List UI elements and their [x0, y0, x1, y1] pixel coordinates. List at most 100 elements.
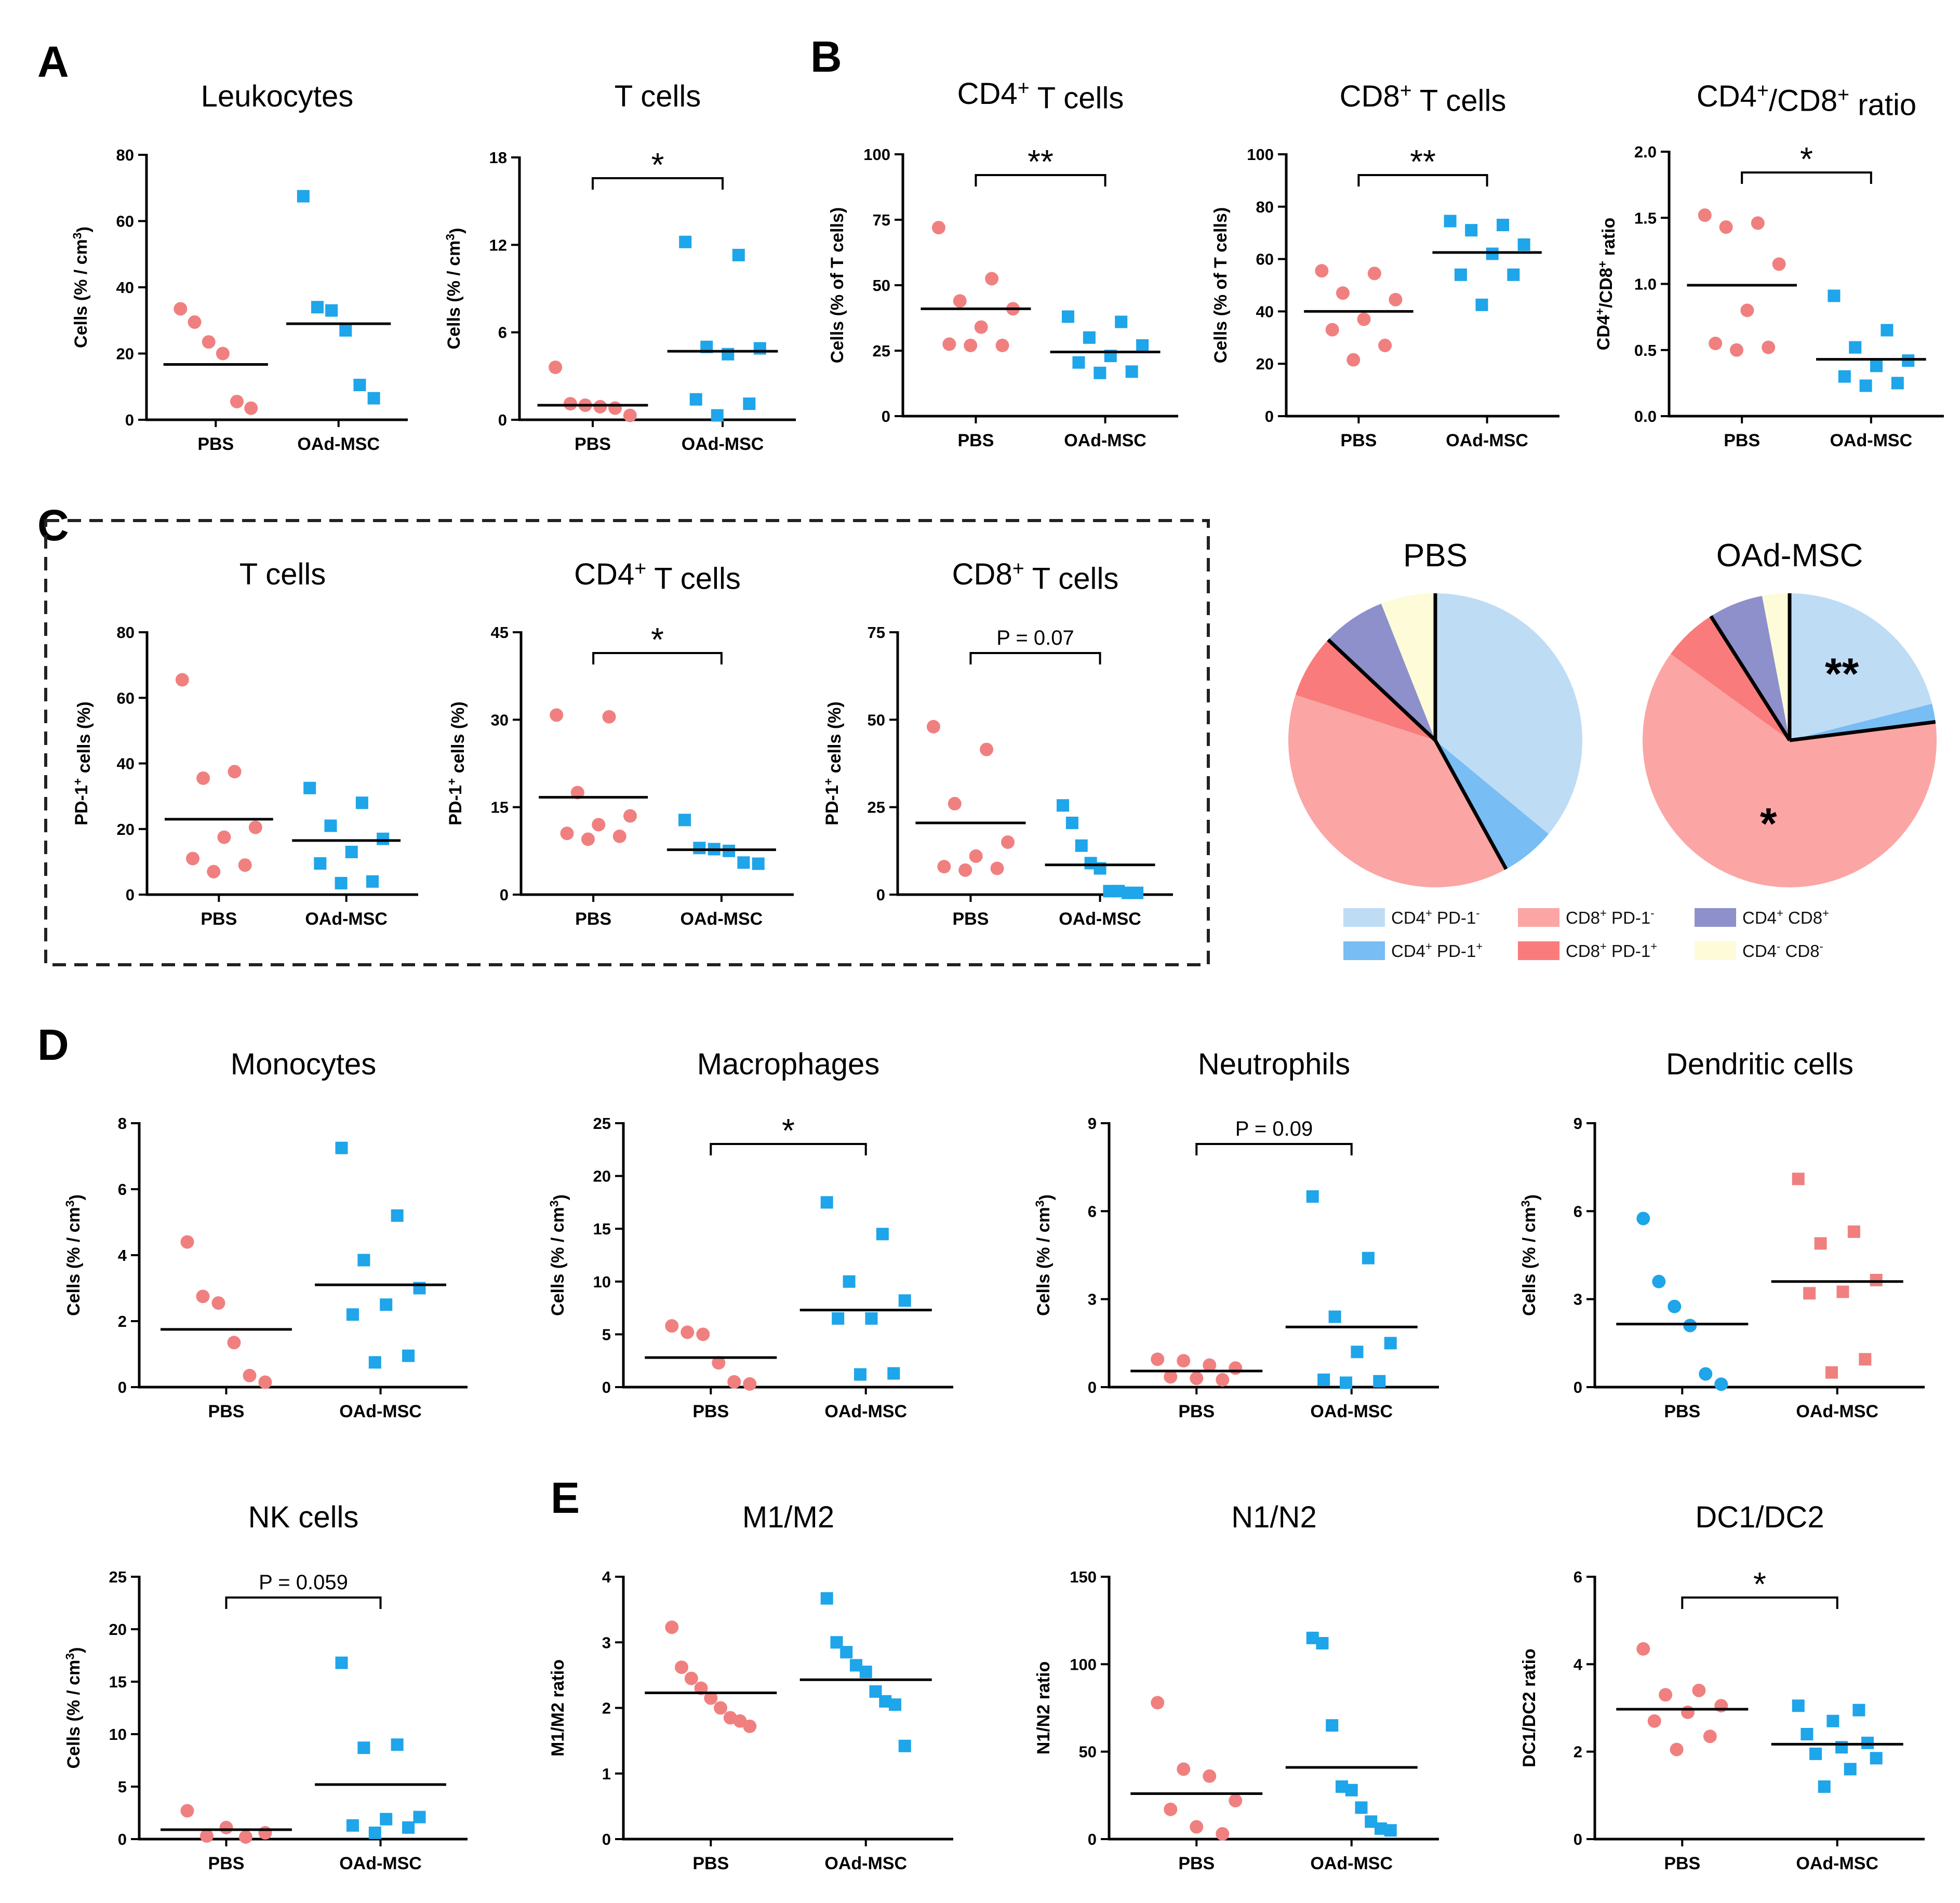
data-point [174, 302, 188, 316]
data-point [840, 1646, 853, 1659]
y-axis-label: PD-1+ cells (%) [71, 701, 94, 825]
data-point [1362, 1252, 1375, 1265]
data-point [357, 1741, 370, 1754]
y-tick-label: 100 [1247, 145, 1274, 164]
y-tick-label: 10 [109, 1725, 127, 1744]
data-point [1065, 816, 1078, 829]
data-point [1203, 1769, 1217, 1783]
y-tick-label: 0 [1088, 1378, 1097, 1396]
legend-swatch [1518, 908, 1559, 927]
data-point [1709, 337, 1723, 351]
y-tick-label: 1.0 [1634, 275, 1657, 294]
data-point [1164, 1802, 1178, 1816]
data-point [366, 875, 379, 888]
x-tick-label: OAd-MSC [339, 1402, 422, 1421]
plot-title: CD4+ T cells [957, 76, 1124, 115]
y-tick-label: 0 [126, 886, 135, 904]
data-point [1001, 835, 1015, 849]
data-point [714, 1701, 728, 1715]
data-point [1870, 360, 1883, 372]
y-tick-label: 2 [118, 1312, 127, 1330]
data-point [377, 832, 390, 845]
data-point [1355, 1801, 1368, 1814]
data-point [216, 347, 230, 361]
x-tick-label: PBS [692, 1402, 729, 1421]
data-point [1870, 1273, 1883, 1286]
significance-bracket [1195, 1143, 1353, 1155]
data-point [1203, 1358, 1217, 1372]
y-tick-label: 0 [498, 411, 507, 429]
x-tick-label: OAd-MSC [1310, 1402, 1393, 1421]
data-point [335, 1141, 348, 1154]
y-tick-label: 15 [109, 1673, 127, 1691]
pie-slice [1328, 603, 1435, 740]
plot-pd1_cd4: CD4+ T cells 0 15 30 45 PBS OAd-MSC PD-1+ cells… [445, 557, 794, 929]
x-tick-label: OAd-MSC [824, 1854, 907, 1873]
data-point [1177, 1354, 1191, 1368]
data-point [1316, 1636, 1329, 1649]
y-tick-label: 0 [125, 411, 134, 429]
plot-title: Macrophages [697, 1047, 879, 1081]
plot-nk_cells: NK cells 0 5 10 15 20 25 PBS OAd-MSC Cells (% / c… [63, 1500, 468, 1873]
data-point [898, 1739, 911, 1752]
y-tick-label: 150 [1070, 1568, 1097, 1586]
data-point [1636, 1642, 1650, 1656]
data-point [314, 857, 327, 870]
y-tick-label: 3 [1088, 1290, 1097, 1309]
significance-label: * [782, 1112, 795, 1149]
pie-legend: CD4+ PD-1- CD4+ PD-1+ CD8+ PD-1- CD8+ PD… [1343, 907, 1829, 961]
data-point [335, 876, 348, 889]
data-point [1384, 1337, 1397, 1350]
data-point [1454, 268, 1467, 281]
plot-cd4_cd8_ratio: CD4+/CD8+ ratio 0.0 0.5 1.0 1.5 2.0 PBS OAd-MSC… [1593, 79, 1944, 450]
data-point [1772, 257, 1786, 271]
data-point [1340, 1376, 1353, 1389]
data-point [1151, 1696, 1165, 1710]
significance-bracket [592, 652, 723, 664]
data-point [560, 827, 574, 841]
data-point [854, 1368, 867, 1381]
data-point [199, 1829, 214, 1843]
y-tick-label: 15 [491, 799, 509, 817]
y-axis-label: CD4+/CD8+ ratio [1593, 218, 1619, 351]
x-tick-label: OAd-MSC [824, 1402, 907, 1421]
x-tick-label: OAd-MSC [339, 1854, 422, 1873]
legend-swatch [1343, 908, 1385, 927]
data-point [219, 1820, 233, 1834]
plot-title: DC1/DC2 [1695, 1500, 1824, 1534]
x-tick-label: PBS [575, 434, 611, 454]
data-point [1870, 1752, 1883, 1765]
data-point [1719, 220, 1733, 234]
x-tick-label: PBS [208, 1854, 245, 1873]
y-tick-label: 2 [1574, 1743, 1582, 1761]
data-point [258, 1375, 272, 1389]
plot-title: Monocytes [231, 1047, 376, 1081]
data-point [335, 1656, 348, 1669]
data-point [693, 842, 706, 855]
data-point [185, 851, 199, 866]
data-point [1683, 1319, 1697, 1333]
plot-pd1_cd8: CD8+ T cells 0 25 50 75 PBS OAd-MSC PD-1+ cells… [822, 557, 1173, 929]
x-tick-label: PBS [197, 434, 234, 454]
data-point [1336, 286, 1350, 300]
y-tick-label: 2.0 [1634, 143, 1657, 161]
plot-title: Neutrophils [1198, 1047, 1350, 1081]
y-tick-label: 20 [593, 1167, 611, 1186]
y-axis-label: Cells (% / cm3) [444, 228, 466, 350]
data-point [964, 338, 978, 352]
data-point [990, 861, 1004, 875]
y-tick-label: 20 [117, 820, 135, 839]
data-point [684, 1671, 698, 1685]
data-point [1852, 1704, 1865, 1716]
data-point [820, 1196, 833, 1209]
data-point [355, 796, 368, 809]
x-tick-label: OAd-MSC [1059, 909, 1141, 929]
data-point [1373, 1375, 1386, 1388]
y-tick-label: 3 [602, 1633, 611, 1652]
data-point [1094, 366, 1106, 379]
y-axis-label: DC1/DC2 ratio [1519, 1648, 1539, 1767]
plot-pie_oad: OAd-MSC*** [1643, 538, 1937, 887]
pie-divider [1327, 638, 1437, 742]
